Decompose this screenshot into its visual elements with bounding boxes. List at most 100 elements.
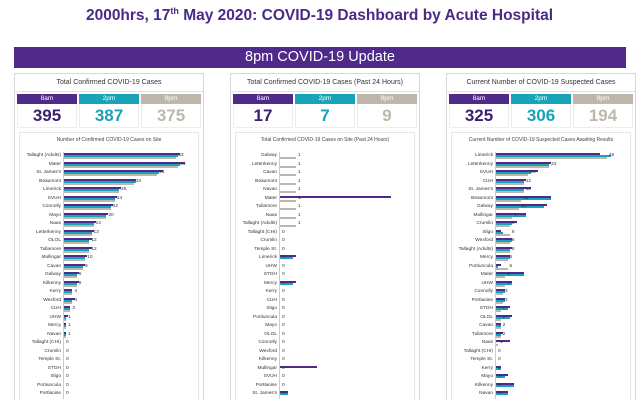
data-label: 1 [297, 161, 301, 167]
category-label: Tallaght (CHI) [463, 348, 493, 354]
category-label: Mercy [263, 280, 277, 286]
bar-8am [64, 161, 185, 164]
data-label: 0 [282, 331, 285, 337]
bar-group: 0 [280, 383, 392, 389]
category-label: Wexford [259, 348, 277, 354]
bar-8am [496, 391, 508, 393]
chart-row: Portlaoise 0 [20, 390, 198, 398]
data-label: 11 [523, 195, 529, 201]
chart-row: Tullamore 12 [20, 246, 198, 254]
chart-row: Temple St. 0 [236, 246, 414, 254]
bar-2pm [64, 155, 179, 157]
bar-2pm [496, 155, 612, 157]
bar-8am [64, 297, 75, 300]
kpi-tile-2pm: 2pm 387 [79, 94, 139, 128]
chart-row: STOH 0 [20, 365, 198, 373]
kpi-value: 17 [233, 104, 293, 128]
bar-8pm [64, 301, 73, 304]
bar-2pm [64, 172, 160, 174]
data-label: 0 [66, 340, 69, 345]
chart-row: Letterkenny 13 [20, 229, 198, 237]
bar-2pm [496, 265, 499, 268]
chart-row: Beaumont 11 [452, 195, 630, 203]
category-label: Mullingar [473, 212, 493, 218]
chart-row: Beaumont 34 [20, 178, 198, 186]
bar-group: 1 [64, 314, 176, 321]
category-label: Mater [48, 161, 61, 167]
category-label: Naas [49, 221, 61, 226]
bar-2pm [64, 274, 77, 276]
bar-2pm [64, 248, 90, 251]
chart-row: Letterkenny 1 [236, 161, 414, 169]
bar-8am [496, 323, 501, 325]
data-label: 0 [498, 391, 501, 396]
bar-group: 10 [64, 255, 176, 261]
bar-8am [64, 289, 73, 291]
chart-row: Kerry 4 [20, 288, 198, 296]
chart-confirmed-24h: Total Confirmed COVID-19 Cases on Site (… [235, 132, 415, 400]
bar-2pm [64, 189, 120, 191]
chart-row: Portiuncula 5 [452, 263, 630, 271]
bar-8am [496, 263, 501, 266]
bar-group: 7 [496, 212, 608, 219]
bar-2pm [496, 180, 524, 183]
bar-8pm [496, 276, 506, 278]
bar-group: 1 [280, 153, 392, 159]
category-label: Connolly [42, 204, 61, 209]
chart-row: Navan 0 [452, 390, 630, 398]
bar-group: 0 [280, 230, 392, 236]
bar-2pm [496, 308, 508, 310]
bar-8am [496, 340, 510, 342]
bar-8pm [496, 242, 510, 244]
data-label: 6 [78, 272, 82, 277]
bar-8pm [496, 310, 501, 312]
chart-row: Navan 1 [20, 331, 198, 339]
data-label: 0 [282, 229, 285, 235]
data-label: 1 [297, 170, 301, 175]
bar-2pm [496, 240, 513, 242]
panel-title: Total Confirmed COVID-19 Cases [15, 74, 203, 92]
bar-2pm [496, 197, 552, 200]
category-label: Kerry [265, 289, 277, 294]
chart-row: St. James's 0 [236, 390, 414, 398]
bar-8pm [64, 284, 77, 287]
category-label: Tallaght (CHI) [31, 340, 61, 345]
bar-group: 0 [280, 315, 392, 321]
bar-2pm [280, 393, 288, 395]
bar-2pm [496, 189, 524, 191]
category-label: Mullingar [41, 255, 61, 260]
data-label: 22 [112, 204, 118, 209]
bar-8pm [496, 344, 499, 346]
bar-group: 23 [496, 161, 608, 168]
category-label: Sligo [482, 229, 493, 235]
category-label: Galway [45, 272, 61, 277]
bar-8am [280, 195, 392, 198]
chart-row: Portlaoise 3 [452, 297, 630, 305]
bar-2pm [64, 265, 84, 268]
chart-row: Crumlin 0 [236, 237, 414, 245]
category-label: Tallaght (CHI) [247, 229, 277, 235]
panel-total-confirmed: Total Confirmed COVID-19 Cases 8am 395 2… [14, 73, 204, 400]
bar-group: 4 [64, 297, 176, 304]
chart-row: Temple St. 0 [20, 356, 198, 364]
data-label: 0 [282, 255, 285, 260]
chart-row: Limerick 26 [20, 186, 198, 194]
category-label: Naas [481, 340, 493, 345]
data-label: 1 [68, 323, 71, 328]
chart-row: Naas 1 [452, 339, 630, 347]
bar-group: 0 [64, 357, 176, 363]
bar-8am [64, 187, 122, 189]
bar-group: 1 [280, 204, 392, 210]
category-label: St. James's [468, 187, 493, 192]
bar-group: 1 [280, 221, 392, 227]
chart-row: Tallaght (CHI) 0 [452, 348, 630, 356]
bar-8am [496, 153, 600, 155]
chart-row: Tallaght (Adults) 6 [452, 246, 630, 254]
bar-2pm [496, 274, 524, 276]
chart-row: Tullamore 1 [236, 203, 414, 211]
data-label: 1 [297, 221, 301, 226]
bar-2pm [496, 316, 510, 319]
bar-8am [64, 178, 136, 181]
bar-group: 20 [64, 212, 176, 219]
bar-8pm [64, 174, 158, 176]
